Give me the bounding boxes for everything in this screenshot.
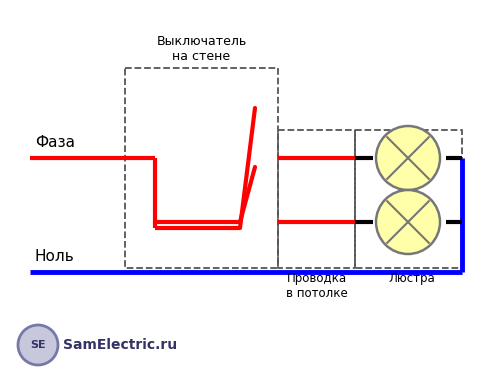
Circle shape <box>18 325 58 365</box>
Circle shape <box>376 126 440 190</box>
Text: Проводка
в потолке: Проводка в потолке <box>286 272 348 300</box>
Text: SE: SE <box>30 340 46 350</box>
Text: SamElectric.ru: SamElectric.ru <box>63 338 177 352</box>
Text: Выключатель
на стене: Выключатель на стене <box>156 35 246 63</box>
Text: Люстра: Люстра <box>388 272 435 285</box>
Text: Фаза: Фаза <box>35 135 75 150</box>
Text: Ноль: Ноль <box>35 249 75 264</box>
Circle shape <box>376 190 440 254</box>
